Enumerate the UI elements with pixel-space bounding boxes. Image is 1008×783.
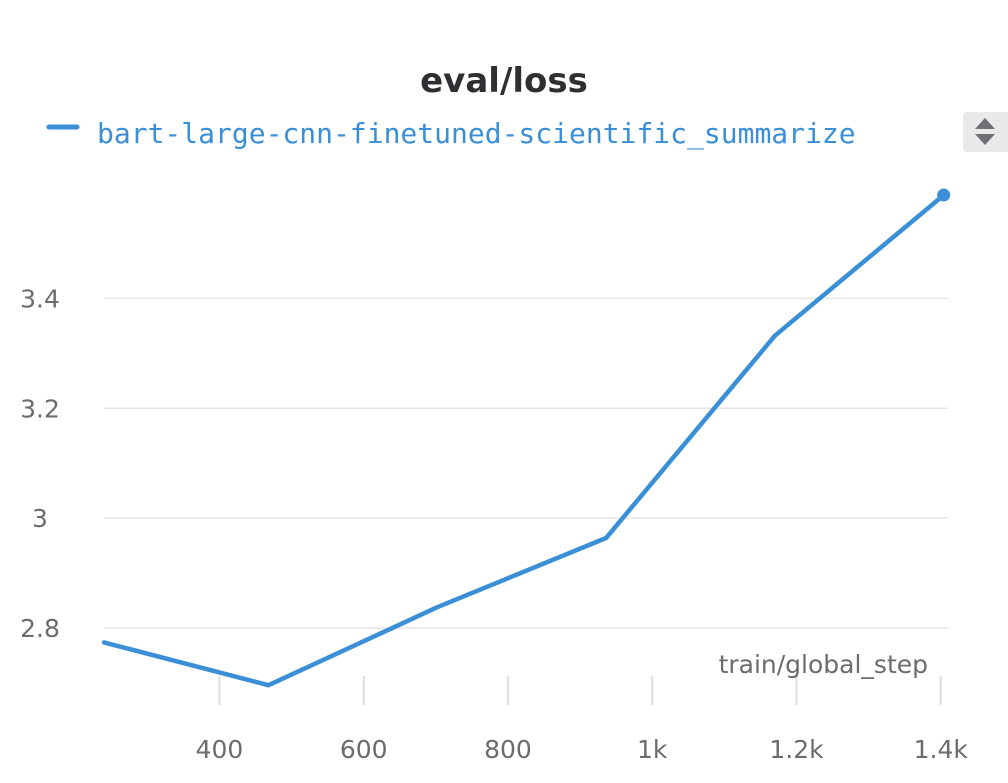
series-line[interactable] — [101, 192, 946, 688]
chart-title: eval/loss — [420, 61, 588, 101]
x-tick-labels: 400 600 800 1k 1.2k 1.4k — [196, 735, 969, 764]
x-tick-marks — [218, 676, 943, 705]
x-tick-label: 600 — [340, 735, 388, 764]
legend-scroll-button[interactable] — [963, 112, 1008, 152]
y-tick-label: 3.4 — [20, 284, 60, 313]
x-tick-label: 1k — [637, 735, 668, 764]
x-tick-label: 1.4k — [914, 735, 969, 764]
y-tick-label: 3.2 — [20, 394, 60, 423]
x-axis-label: train/global_step — [719, 650, 928, 679]
grid-lines — [104, 297, 948, 629]
series-last-point[interactable] — [937, 188, 951, 202]
y-tick-label: 3 — [32, 504, 48, 533]
x-tick-label: 400 — [196, 735, 244, 764]
arrow-up-icon[interactable] — [975, 118, 995, 129]
y-tick-labels: 2.8 3 3.2 3.4 — [20, 284, 60, 643]
y-tick-label: 2.8 — [20, 614, 60, 643]
x-tick-label: 1.2k — [769, 735, 824, 764]
arrow-down-icon[interactable] — [975, 134, 995, 145]
series-layer — [101, 188, 951, 688]
x-tick-label: 800 — [484, 735, 532, 764]
legend-label[interactable]: bart-large-cnn-finetuned-scientific_summ… — [97, 117, 856, 151]
